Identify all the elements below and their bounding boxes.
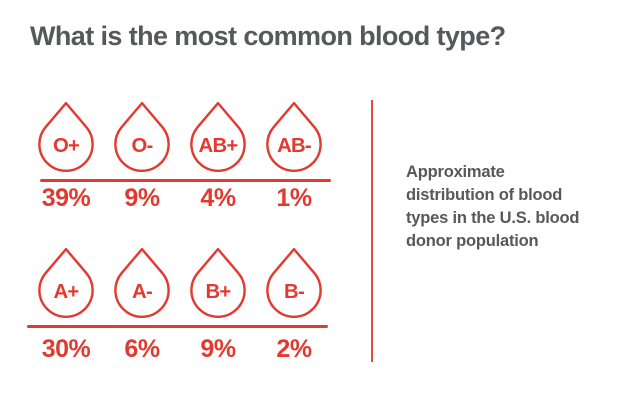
blood-drop-ab-negative: AB- <box>264 101 324 173</box>
percent-label-ab-positive: 4% <box>200 184 236 212</box>
blood-drop-a-negative: A- <box>112 247 172 319</box>
blood-type-label: A+ <box>54 281 80 303</box>
droplet-icon: AB- <box>266 101 322 172</box>
droplet-icon: B- <box>266 247 322 318</box>
page-title: What is the most common blood type? <box>30 21 506 51</box>
blood-drop-b-positive: B+ <box>188 247 248 319</box>
blood-drop-a-positive: A+ <box>36 247 96 319</box>
blood-type-label: AB+ <box>199 135 239 157</box>
droplet-icon: O+ <box>38 101 94 172</box>
droplet-icon: AB+ <box>190 101 246 172</box>
blood-drop-b-negative: B- <box>264 247 324 319</box>
droplet-icon: O- <box>114 101 170 172</box>
percent-label-ab-negative: 1% <box>276 184 312 212</box>
percent-label-o-negative: 9% <box>124 184 160 212</box>
blood-drop-ab-positive: AB+ <box>188 101 248 173</box>
percent-label-b-negative: 2% <box>276 335 312 363</box>
blood-drop-o-positive: O+ <box>36 101 96 173</box>
percent-label-b-positive: 9% <box>200 335 236 363</box>
blood-type-label: B- <box>284 281 304 303</box>
row-2-underline <box>27 325 328 328</box>
annotation-line: Approximate <box>406 163 505 181</box>
blood-type-label: AB- <box>277 135 311 157</box>
droplet-icon: A+ <box>38 247 94 318</box>
percent-label-a-negative: 6% <box>124 335 160 363</box>
blood-drop-o-negative: O- <box>112 101 172 173</box>
annotation-line: distribution of blood <box>406 186 563 204</box>
percent-label-o-positive: 39% <box>41 184 91 212</box>
annotation-text: Approximate distribution of blood types … <box>406 161 579 253</box>
annotation-line: donor population <box>406 232 539 250</box>
row-1-underline <box>40 179 331 182</box>
droplet-icon: B+ <box>190 247 246 318</box>
blood-type-label: A- <box>132 281 152 303</box>
annotation-line: types in the U.S. blood <box>406 209 580 227</box>
vertical-divider <box>371 100 373 362</box>
blood-type-label: B+ <box>206 281 232 303</box>
droplet-icon: A- <box>114 247 170 318</box>
percent-label-a-positive: 30% <box>41 335 91 363</box>
blood-type-label: O- <box>131 135 152 157</box>
blood-type-label: O+ <box>53 135 80 157</box>
